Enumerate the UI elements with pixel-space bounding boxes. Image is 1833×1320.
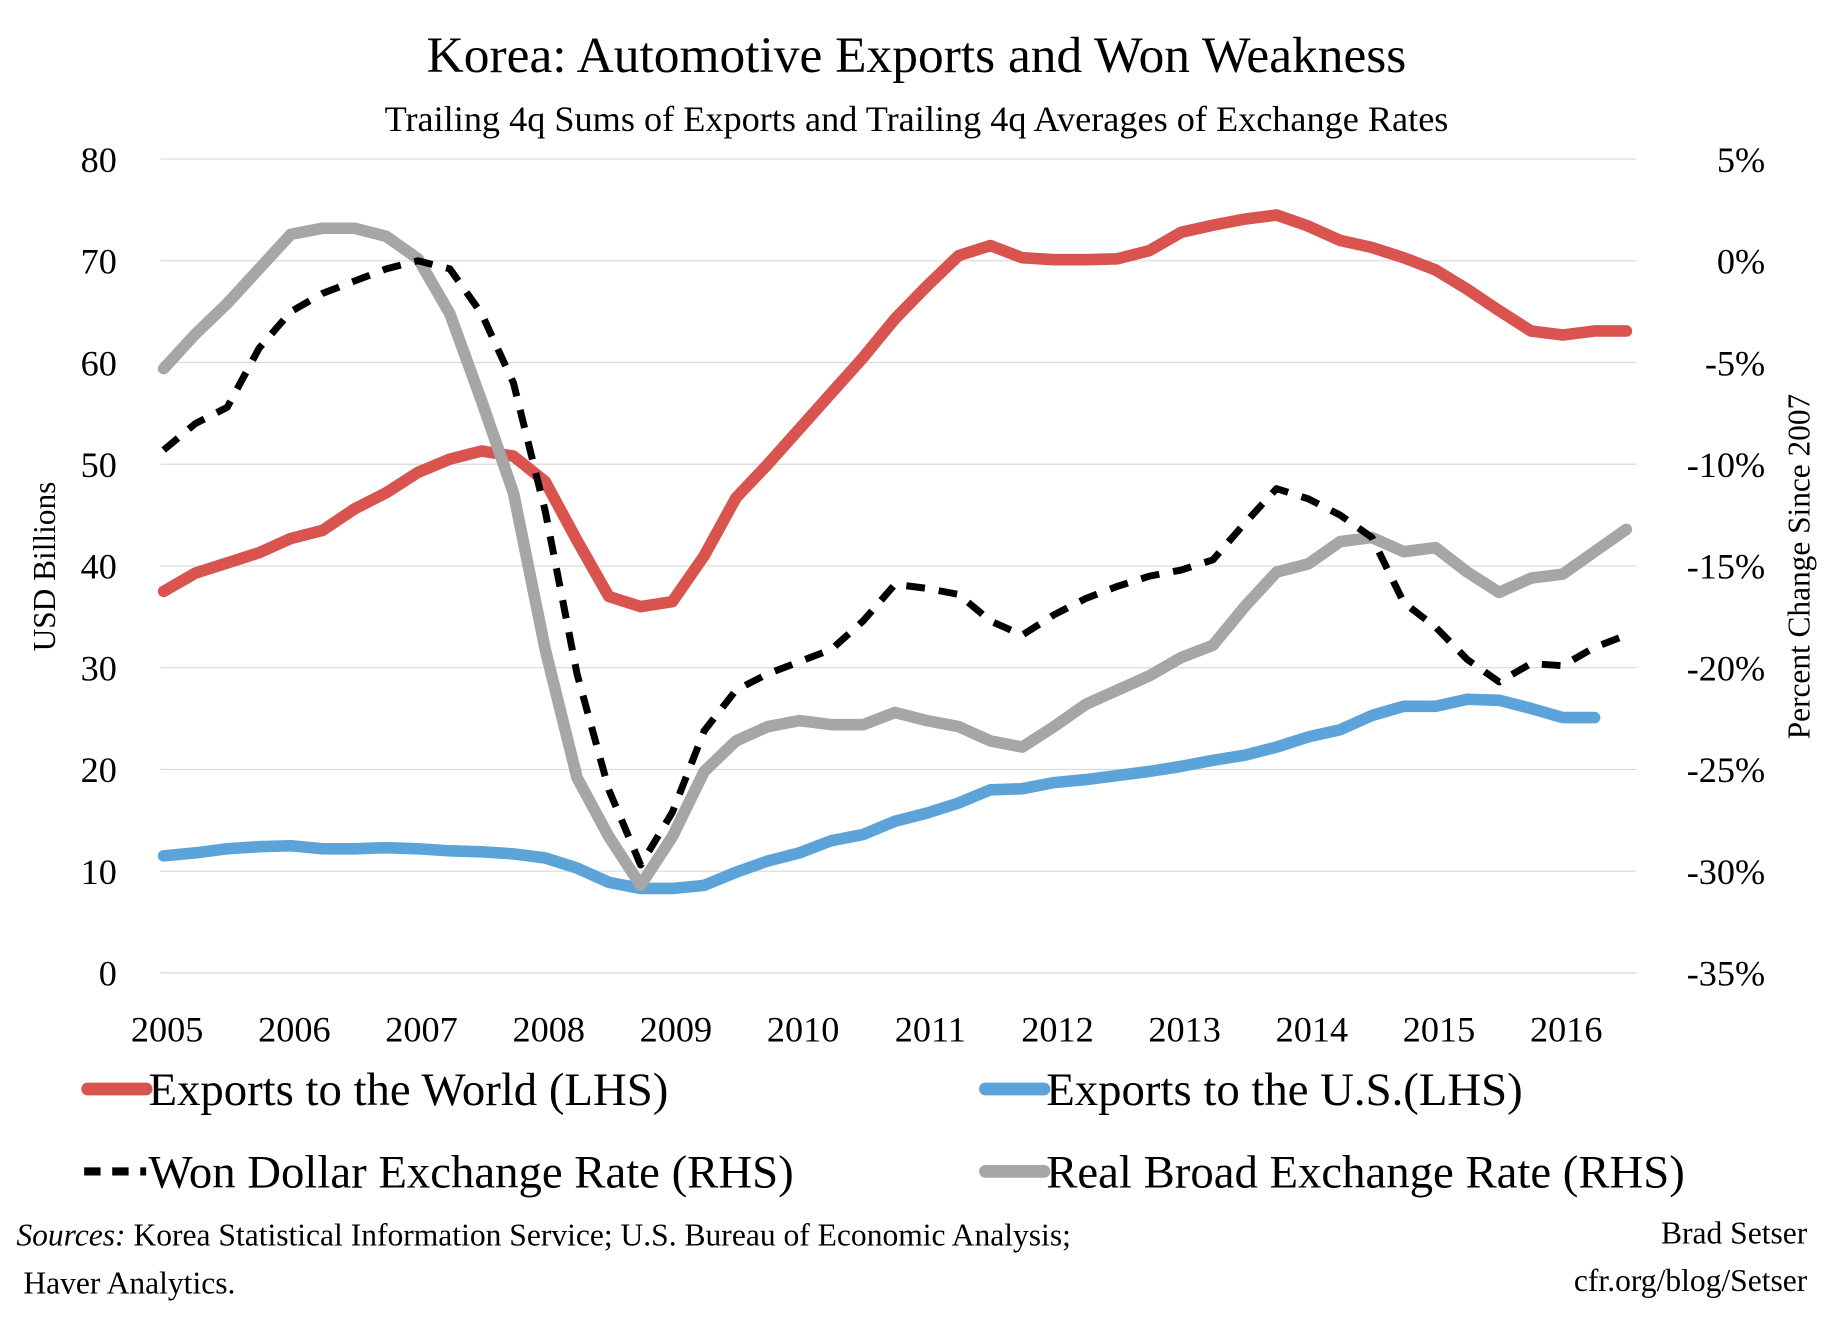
x-tick-label: 2012 — [1021, 1009, 1093, 1049]
legend: Exports to the World (LHS) Exports to the… — [81, 1064, 1685, 1199]
series-line-2 — [161, 257, 1628, 869]
series-line-0 — [157, 209, 1633, 613]
legend-label: Exports to the World (LHS) — [148, 1064, 668, 1116]
y-tick-label: 60 — [81, 343, 117, 383]
author: Brad Setser — [1661, 1215, 1808, 1250]
x-tick-label: 2009 — [640, 1009, 712, 1049]
x-tick-label: 2014 — [1276, 1009, 1348, 1049]
y2-tick-label: -35% — [1687, 954, 1765, 994]
y2-tick-label: -30% — [1687, 852, 1765, 892]
right-axis-ticks: -35% -30% -25% -20% -15% -10% -5% 0% 5% — [1687, 140, 1765, 994]
x-tick-label: 2016 — [1530, 1009, 1602, 1049]
left-axis-ticks: 0 10 20 30 40 50 60 70 80 — [81, 140, 117, 994]
sources-body: Korea Statistical Information Service; U… — [126, 1218, 1071, 1253]
legend-label: Won Dollar Exchange Rate (RHS) — [148, 1147, 793, 1199]
chart-title: Korea: Automotive Exports and Won Weakne… — [427, 27, 1407, 84]
right-axis-title: Percent Change Since 2007 — [1782, 394, 1817, 739]
x-tick-label: 2013 — [1148, 1009, 1220, 1049]
x-tick-label: 2007 — [385, 1009, 457, 1049]
y-tick-label: 30 — [81, 649, 117, 689]
sources-text-2: Haver Analytics. — [23, 1265, 235, 1300]
chart-subtitle: Trailing 4q Sums of Exports and Trailing… — [385, 99, 1449, 139]
y2-tick-label: -15% — [1687, 547, 1765, 587]
x-axis-ticks: 2005 2006 2007 2008 2009 2010 2011 2012 2013 2014… — [131, 1009, 1603, 1049]
sources-label: Sources: — [16, 1218, 125, 1253]
author-url: cfr.org/blog/Setser — [1574, 1263, 1808, 1298]
x-tick-label: 2010 — [767, 1009, 839, 1049]
sources-text: Sources: Korea Statistical Information S… — [16, 1218, 1071, 1253]
y2-tick-label: 5% — [1717, 140, 1765, 180]
y2-tick-label: -25% — [1687, 750, 1765, 790]
y2-tick-label: -20% — [1687, 649, 1765, 689]
x-tick-label: 2005 — [131, 1009, 203, 1049]
x-tick-label: 2008 — [512, 1009, 584, 1049]
y2-tick-label: 0% — [1717, 242, 1765, 282]
y-tick-label: 50 — [81, 445, 117, 485]
y-tick-label: 10 — [81, 852, 117, 892]
y2-tick-label: -5% — [1705, 343, 1765, 383]
y2-tick-label: -10% — [1687, 445, 1765, 485]
y-tick-label: 70 — [81, 242, 117, 282]
series-lines — [157, 209, 1633, 895]
y-tick-label: 0 — [99, 954, 117, 994]
x-tick-label: 2006 — [258, 1009, 330, 1049]
series-line-1 — [157, 693, 1601, 895]
x-tick-label: 2011 — [895, 1009, 966, 1049]
legend-label: Exports to the U.S.(LHS) — [1046, 1064, 1522, 1116]
y-tick-label: 80 — [81, 140, 117, 180]
y-tick-label: 40 — [81, 547, 117, 587]
left-axis-title: USD Billions — [27, 482, 62, 652]
y-tick-label: 20 — [81, 750, 117, 790]
series-line-3 — [157, 222, 1633, 892]
legend-label: Real Broad Exchange Rate (RHS) — [1046, 1147, 1685, 1199]
x-tick-label: 2015 — [1403, 1009, 1475, 1049]
gridlines — [160, 158, 1637, 974]
